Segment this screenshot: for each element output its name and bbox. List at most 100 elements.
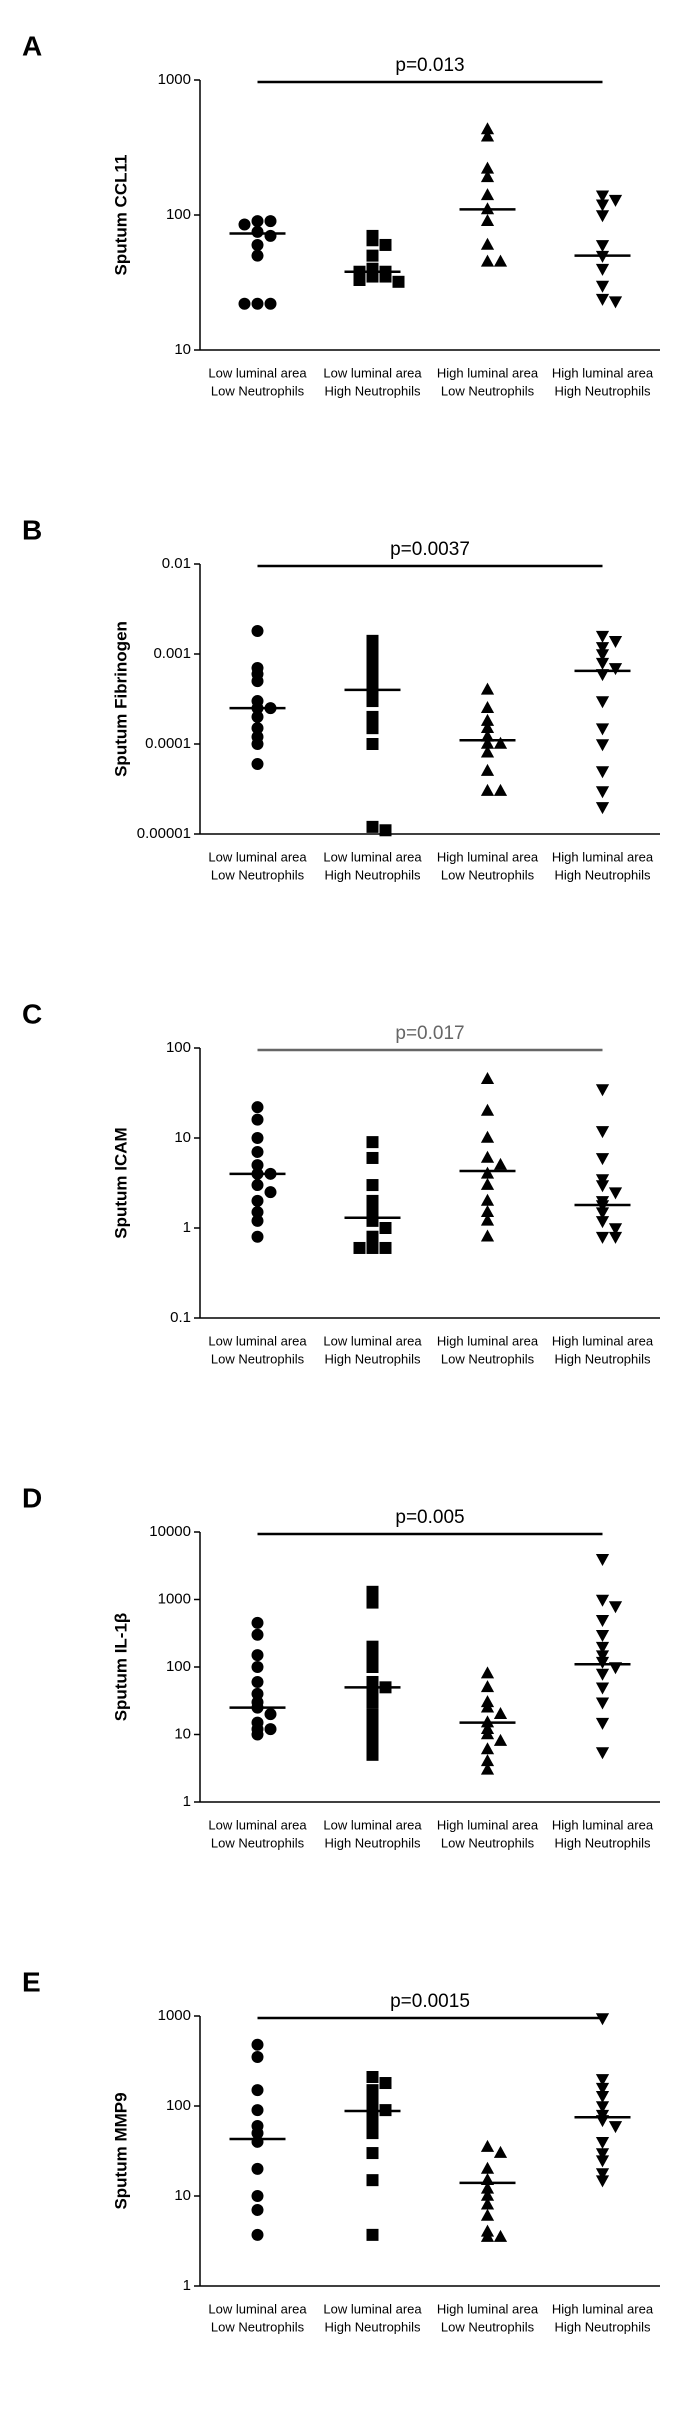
x-tick-label: Low luminal area [208, 1817, 307, 1832]
x-tick-label: Low luminal area [323, 1333, 422, 1348]
point [366, 1661, 379, 1673]
y-tick-label: 10000 [149, 1523, 191, 1540]
y-tick-label: 0.01 [162, 555, 191, 572]
x-tick-label: Low luminal area [208, 365, 307, 380]
point [480, 763, 495, 776]
point [480, 700, 495, 713]
point [251, 1616, 264, 1629]
point [480, 1700, 495, 1713]
x-tick-label: Low luminal area [323, 2301, 422, 2316]
x-tick-label: High Neutrophils [324, 2319, 421, 2334]
point [595, 723, 610, 736]
point [480, 1666, 495, 1679]
point [366, 1738, 379, 1751]
point [480, 1166, 495, 1179]
y-axis-title: Sputum CCL11 [111, 155, 130, 276]
x-tick-label: High luminal area [437, 2301, 539, 2316]
p-value: p=0.017 [395, 1023, 464, 1044]
point [480, 2139, 495, 2152]
point [379, 2077, 392, 2090]
point [595, 1697, 610, 1710]
x-tick-label: High luminal area [552, 365, 654, 380]
x-tick-label: High Neutrophils [324, 1835, 421, 1850]
y-axis-title: Sputum Fibrinogen [111, 621, 130, 777]
point [595, 293, 610, 306]
point [480, 783, 495, 796]
point [595, 263, 610, 276]
point [595, 1656, 610, 1669]
x-tick-label: High luminal area [552, 1817, 654, 1832]
point [251, 215, 264, 228]
x-tick-label: Low luminal area [208, 849, 307, 864]
point [366, 1728, 379, 1741]
panel-label: D [22, 1482, 42, 1513]
point [480, 188, 495, 201]
x-tick-label: High Neutrophils [554, 1351, 651, 1366]
x-tick-label: Low Neutrophils [211, 2319, 305, 2334]
point [366, 738, 379, 750]
point [595, 1641, 610, 1654]
y-tick-label: 1 [183, 1793, 191, 1810]
y-tick-label: 100 [166, 1658, 191, 1675]
point [238, 297, 251, 310]
point [480, 237, 495, 250]
point [480, 1130, 495, 1143]
point [251, 1179, 264, 1192]
point [379, 270, 392, 283]
point [366, 820, 379, 833]
y-tick-label: 100 [166, 2097, 191, 2114]
point [608, 2121, 623, 2134]
point [608, 1231, 623, 1244]
point [480, 736, 495, 749]
point [608, 636, 623, 649]
point [608, 663, 623, 676]
point [480, 1072, 495, 1085]
point [251, 238, 264, 251]
x-tick-label: Low Neutrophils [441, 867, 535, 882]
y-tick-label: 10 [174, 1129, 191, 1146]
point [366, 1136, 379, 1149]
point [366, 1241, 379, 1254]
point [595, 1747, 610, 1760]
point [493, 783, 508, 796]
x-tick-label: High luminal area [437, 1817, 539, 1832]
point [595, 802, 610, 815]
point [366, 1585, 379, 1598]
point [595, 2074, 610, 2087]
x-tick-label: High luminal area [552, 1333, 654, 1348]
x-tick-label: Low luminal area [208, 2301, 307, 2316]
point [366, 1194, 379, 1207]
point [595, 696, 610, 709]
y-tick-label: 100 [166, 206, 191, 223]
point [595, 2090, 610, 2103]
point [480, 729, 495, 742]
point [251, 1661, 264, 1673]
point [366, 1230, 379, 1243]
point [251, 2038, 264, 2051]
panel-label: A [22, 30, 42, 61]
point [366, 1179, 379, 1192]
point [366, 1716, 379, 1729]
point [366, 710, 379, 723]
point [595, 1682, 610, 1695]
point [251, 297, 264, 310]
x-tick-label: High Neutrophils [554, 2319, 651, 2334]
point [480, 1680, 495, 1693]
point [366, 1675, 379, 1688]
point [595, 1629, 610, 1642]
p-value: p=0.013 [395, 55, 464, 76]
x-tick-label: Low Neutrophils [441, 383, 535, 398]
point [366, 656, 379, 669]
point [251, 1145, 264, 1158]
point [251, 1628, 264, 1641]
point [480, 1177, 495, 1190]
point [366, 1151, 379, 1164]
point [480, 1150, 495, 1163]
point [251, 2135, 264, 2148]
y-tick-label: 1 [183, 1219, 191, 1236]
point [480, 1229, 495, 1242]
point [366, 2071, 379, 2084]
point [251, 2051, 264, 2064]
point [480, 129, 495, 142]
point [493, 736, 508, 749]
